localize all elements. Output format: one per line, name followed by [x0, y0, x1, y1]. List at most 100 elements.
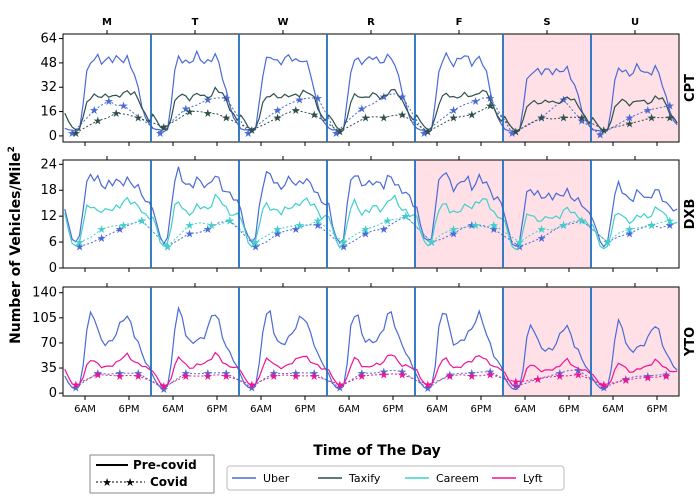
- covid-star-uber: ★: [104, 95, 114, 108]
- covid-star-lyft: ★: [247, 379, 257, 392]
- x-tick-label: 6AM: [250, 404, 272, 415]
- covid-star-uber: ★: [75, 240, 85, 253]
- x-tick-label: 6AM: [514, 404, 536, 415]
- covid-star-uber: ★: [181, 103, 191, 116]
- covid-star-lyft: ★: [573, 368, 583, 381]
- covid-star-taxify: ★: [537, 112, 547, 125]
- covid-star-taxify: ★: [559, 112, 569, 125]
- service-legend: Uber Taxify Careem Lyft: [226, 465, 565, 491]
- legend-label-taxify: Taxify: [348, 472, 381, 485]
- covid-star-uber: ★: [471, 95, 481, 108]
- covid-star-uber: ★: [573, 364, 583, 377]
- covid-star-uber: ★: [643, 104, 653, 117]
- covid-star-careem: ★: [339, 236, 349, 249]
- covid-star-uber: ★: [155, 127, 165, 140]
- covid-star-uber: ★: [647, 219, 657, 232]
- covid-star-uber: ★: [595, 128, 605, 141]
- covid-star-uber: ★: [89, 104, 99, 117]
- day-label-w: W: [277, 17, 288, 28]
- covid-star-uber: ★: [203, 367, 213, 380]
- y-axis-label: Number of Vehicles/Mile2: [7, 146, 24, 344]
- covid-star-careem: ★: [577, 214, 587, 227]
- covid-star-uber: ★: [379, 223, 389, 236]
- day-label-f: F: [456, 17, 463, 28]
- covid-star-uber: ★: [467, 219, 477, 232]
- covid-star-careem: ★: [471, 219, 481, 232]
- precovid-line-taxify: [64, 86, 678, 132]
- covid-star-taxify: ★: [159, 121, 169, 134]
- covid-star-uber: ★: [93, 367, 103, 380]
- legend-label-uber: Uber: [263, 472, 290, 485]
- covid-star-uber: ★: [247, 381, 257, 394]
- covid-star-careem: ★: [647, 219, 657, 232]
- covid-star-lyft: ★: [511, 376, 521, 389]
- covid-star-taxify: ★: [449, 112, 459, 125]
- covid-star-taxify: ★: [247, 124, 257, 137]
- covid-star-uber: ★: [361, 227, 371, 240]
- precovid-line-careem: [64, 193, 678, 251]
- covid-star-taxify: ★: [577, 112, 587, 125]
- y-tick-label: 18: [40, 183, 57, 198]
- covid-star-careem: ★: [295, 219, 305, 232]
- covid-star-careem: ★: [383, 214, 393, 227]
- covid-star-lyft: ★: [203, 370, 213, 383]
- y-tick-label: 0: [49, 386, 57, 401]
- covid-star-uber: ★: [251, 240, 261, 253]
- y-axis-label-superscript: 2: [7, 146, 17, 152]
- covid-star-uber: ★: [625, 112, 635, 125]
- covid-star-uber: ★: [313, 219, 323, 232]
- y-tick-label: 24: [40, 157, 57, 172]
- covid-star-lyft: ★: [93, 368, 103, 381]
- x-tick-label: 6PM: [646, 404, 667, 415]
- x-tick-label: 6PM: [294, 404, 315, 415]
- covid-star-taxify: ★: [423, 125, 433, 138]
- y-tick-label: 6: [49, 235, 57, 250]
- covid-star-taxify: ★: [467, 109, 477, 122]
- covid-star-lyft: ★: [555, 370, 565, 383]
- x-tick-label: 6AM: [426, 404, 448, 415]
- weekend-shade: [591, 34, 679, 142]
- covid-line-taxify: [75, 104, 670, 134]
- covid-star-uber: ★: [401, 210, 411, 223]
- covid-star-uber: ★: [115, 223, 125, 236]
- covid-star-uber: ★: [537, 112, 547, 125]
- city-label-cpt: CPT: [683, 74, 698, 102]
- covid-star-uber: ★: [67, 127, 77, 140]
- x-tick-label: 6PM: [118, 404, 139, 415]
- x-tick-label: 6PM: [558, 404, 579, 415]
- covid-star-lyft: ★: [621, 374, 631, 387]
- covid-star-taxify: ★: [133, 112, 143, 125]
- covid-star-lyft: ★: [661, 370, 671, 383]
- panel-dxb: ★★★★★★ ★★★★ ★ ★★★ ★★★★★ ★★★★ ★★★★ ★★★ ★ ★★★ ★ ★★★ ★ ★…: [40, 156, 698, 276]
- covid-star-uber: ★: [115, 367, 125, 380]
- panel-cpt: ★★★ ★★★★ ★★★★ ★★★★ ★★★★ ★★★★★★★★ ★★★★ ★★★ ★ ★★★★ ★…: [40, 30, 698, 146]
- covid-star-careem: ★: [559, 219, 569, 232]
- covid-star-lyft: ★: [291, 370, 301, 383]
- covid-star-careem: ★: [537, 223, 547, 236]
- y-tick-label: 32: [40, 80, 57, 95]
- covid-star-taxify: ★: [625, 118, 635, 131]
- covid-line-uber: [79, 215, 670, 248]
- covid-star-careem: ★: [273, 223, 283, 236]
- covid-star-careem: ★: [361, 223, 371, 236]
- covid-star-uber: ★: [273, 227, 283, 240]
- style-legend-box: [89, 454, 215, 494]
- service-legend-box: [226, 465, 565, 491]
- covid-star-taxify: ★: [361, 112, 371, 125]
- city-label-yto: YTO: [683, 327, 698, 357]
- covid-star-lyft: ★: [397, 368, 407, 381]
- covid-star-taxify: ★: [291, 104, 301, 117]
- covid-star-taxify: ★: [397, 109, 407, 122]
- covid-star-uber: ★: [507, 127, 517, 140]
- covid-star-uber: ★: [537, 232, 547, 245]
- covid-star-uber: ★: [467, 367, 477, 380]
- covid-star-lyft: ★: [643, 371, 653, 384]
- panel-yto: ★★ ★ ★★★ ★ ★★★ ★ ★★★ ★ ★★★ ★ ★★★ ★ ★★★ ★ ★★★ ★ ★★★ ★ ★★★ ★ ★…: [32, 283, 698, 401]
- y-tick-label: 140: [32, 286, 57, 301]
- covid-star-uber: ★: [295, 93, 305, 106]
- covid-star-lyft: ★: [335, 379, 345, 392]
- covid-star-taxify: ★: [93, 115, 103, 128]
- covid-star-uber: ★: [379, 90, 389, 103]
- covid-line-uber: [71, 92, 670, 135]
